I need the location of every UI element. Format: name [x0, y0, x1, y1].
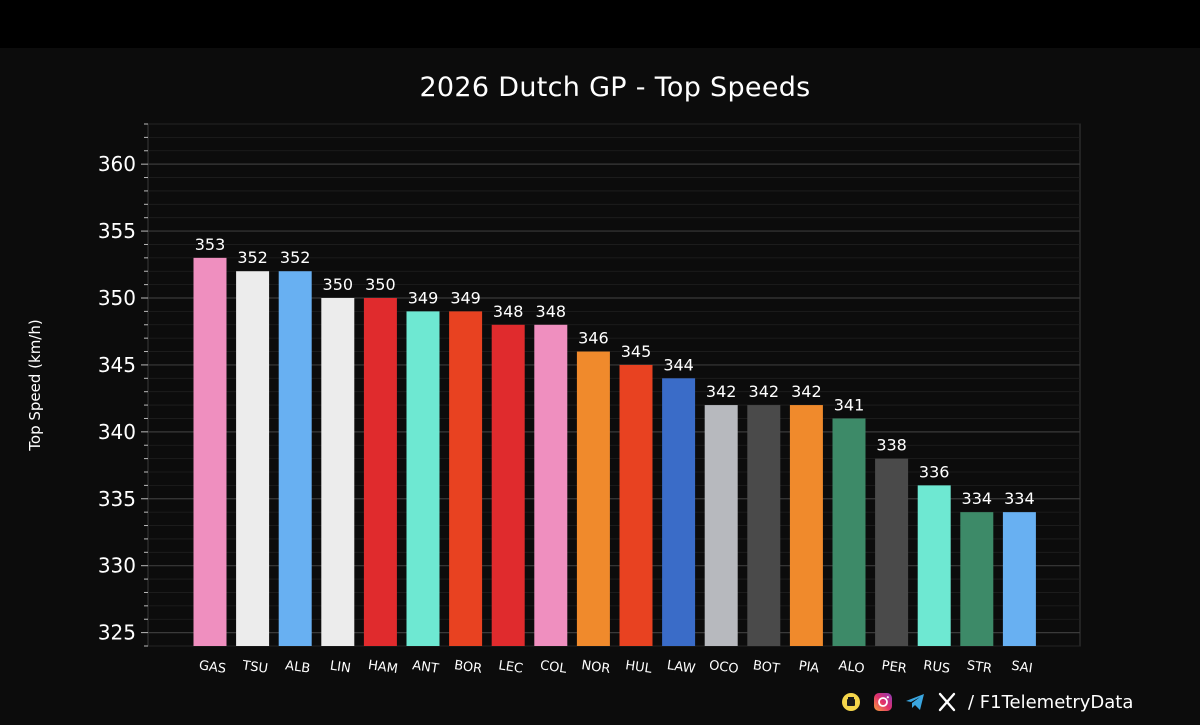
x-tick-label: HUL	[624, 658, 653, 677]
x-tick-label: LAW	[666, 658, 697, 677]
x-tick-label: ALB	[284, 658, 311, 676]
x-tick-label: PIA	[798, 659, 821, 677]
data-label: 334	[1004, 489, 1035, 508]
data-label: 342	[706, 382, 737, 401]
top-band	[0, 0, 1200, 48]
data-label: 352	[280, 248, 311, 267]
x-tick-label: ANT	[411, 658, 439, 677]
data-label: 350	[365, 275, 396, 294]
data-label: 350	[323, 275, 354, 294]
bar-hul	[619, 364, 653, 646]
y-tick-label: 325	[98, 621, 136, 645]
bar-pia	[789, 405, 823, 646]
buymeacoffee-icon[interactable]	[840, 691, 862, 713]
y-tick-label: 335	[98, 487, 136, 511]
y-tick-label: 360	[98, 152, 136, 176]
bar-ant	[406, 311, 440, 646]
x-tick-label: STR	[966, 658, 993, 676]
data-label: 348	[493, 302, 524, 321]
bar-gas	[193, 257, 227, 646]
bar-lec	[491, 324, 525, 646]
data-label: 348	[536, 302, 567, 321]
data-label: 341	[834, 395, 865, 414]
data-label: 344	[663, 355, 694, 374]
bar-ham	[363, 298, 397, 646]
y-axis-label: Top Speed (km/h)	[26, 319, 44, 451]
chart-title: 2026 Dutch GP - Top Speeds	[419, 72, 811, 103]
x-tick-label: NOR	[580, 658, 611, 677]
bar-law	[662, 378, 696, 646]
bar-bot	[747, 405, 781, 646]
x-tick-label: ALO	[838, 658, 866, 676]
data-label: 346	[578, 329, 609, 348]
bar-rus	[917, 485, 951, 646]
x-tick-label: TSU	[240, 658, 269, 677]
telegram-icon[interactable]	[904, 691, 926, 713]
x-tick-label: COL	[539, 658, 568, 677]
footer-handle[interactable]: / F1TelemetryData	[968, 691, 1134, 713]
bar-tsu	[236, 271, 270, 646]
data-label: 349	[450, 288, 481, 307]
y-tick-label: 345	[98, 353, 136, 377]
x-icon[interactable]	[936, 691, 958, 713]
x-tick-label: BOR	[453, 658, 483, 677]
x-tick-label: OCO	[708, 658, 739, 677]
data-label: 334	[962, 489, 993, 508]
bar-alo	[832, 418, 866, 646]
y-tick-label: 330	[98, 554, 136, 578]
data-label: 342	[791, 382, 822, 401]
x-tick-label: LEC	[497, 658, 523, 676]
x-tick-label: SAI	[1010, 659, 1033, 677]
x-tick-label: RUS	[922, 658, 951, 677]
data-label: 353	[195, 235, 226, 254]
x-tick-label: GAS	[198, 658, 227, 677]
x-tick-label: PER	[881, 658, 908, 676]
y-tick-label: 355	[98, 219, 136, 243]
bar-str	[960, 512, 994, 646]
data-label: 342	[749, 382, 780, 401]
footer: / F1TelemetryData	[840, 688, 1133, 716]
data-label: 349	[408, 288, 439, 307]
data-label: 336	[919, 462, 950, 481]
x-tick-label: LIN	[329, 659, 352, 677]
bar-sai	[1002, 512, 1036, 646]
bar-alb	[278, 271, 312, 646]
bar-oco	[704, 405, 738, 646]
bar-per	[875, 458, 909, 646]
bar-lin	[321, 298, 355, 646]
bar-bor	[449, 311, 483, 646]
y-tick-label: 350	[98, 286, 136, 310]
bar-nor	[576, 351, 610, 646]
y-tick-label: 340	[98, 420, 136, 444]
x-tick-label: BOT	[752, 658, 781, 677]
data-label: 338	[876, 436, 907, 455]
x-tick-label: HAM	[367, 658, 399, 677]
data-label: 345	[621, 342, 652, 361]
data-label: 352	[237, 248, 268, 267]
instagram-icon[interactable]	[872, 691, 894, 713]
bar-col	[534, 324, 568, 646]
